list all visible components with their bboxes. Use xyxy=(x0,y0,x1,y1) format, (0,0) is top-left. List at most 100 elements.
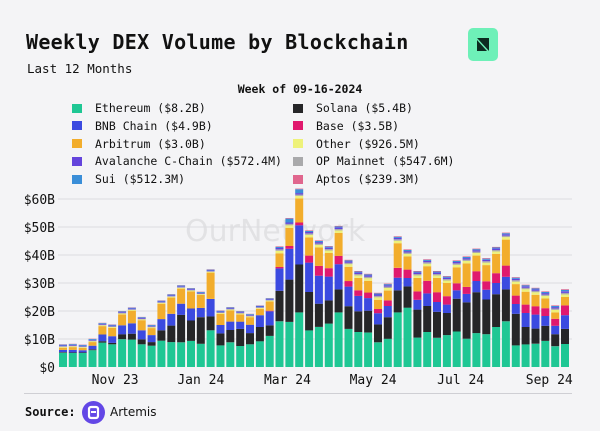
bar-segment-solana xyxy=(216,333,225,346)
bar-segment-ethereum xyxy=(531,343,540,367)
bar-segment-ethereum xyxy=(305,330,314,367)
bar-segment-other xyxy=(305,234,314,238)
bar-segment-avalanche-c-chain xyxy=(472,250,481,252)
bar-segment-arbitrum xyxy=(472,255,481,272)
bar-segment-solana xyxy=(413,309,422,338)
bar-segment-ethereum xyxy=(216,345,225,367)
bar-segment-ethereum xyxy=(541,341,550,367)
legend-label: Avalanche C-Chain ($572.4M) xyxy=(95,154,282,169)
bar-segment-aptos xyxy=(531,287,540,289)
bar-segment-solana xyxy=(383,317,392,339)
bar-segment-other xyxy=(324,250,333,253)
bar-segment-arbitrum xyxy=(206,272,215,299)
bar-segment-ethereum xyxy=(246,344,254,367)
bar-segment-solana xyxy=(482,299,491,335)
bar-segment-ethereum xyxy=(285,321,294,367)
bar-segment-solana xyxy=(374,324,382,343)
bar-segment-solana xyxy=(255,327,264,342)
bar-segment-aptos xyxy=(383,283,392,285)
bar-segment-aptos xyxy=(403,249,412,250)
bar-segment-sui xyxy=(187,288,195,290)
bar-segment-base xyxy=(324,268,333,277)
bar-segment-aptos xyxy=(511,277,520,278)
bar-segment-base xyxy=(314,265,323,276)
bar-segment-arbitrum xyxy=(541,298,550,309)
bar-segment-ethereum xyxy=(137,344,146,367)
bar-segment-op-mainnet xyxy=(226,309,235,310)
bar-segment-other xyxy=(531,292,540,295)
bar-segment-solana xyxy=(127,333,136,340)
bar-segment-ethereum xyxy=(98,342,107,367)
bar-segment-other xyxy=(255,307,264,309)
bar-segment-solana xyxy=(492,294,501,327)
bar-segment-solana xyxy=(334,289,343,313)
bar-segment-base xyxy=(364,292,373,299)
bar-segment-base xyxy=(354,290,363,296)
bar-segment-arbitrum xyxy=(452,267,461,284)
bar-segment-ethereum xyxy=(196,343,205,367)
bar-segment-other xyxy=(246,316,254,318)
bar-segment-bnb-chain xyxy=(452,290,461,299)
y-tick-label: $40B xyxy=(24,249,55,264)
bar-segment-op-mainnet xyxy=(551,308,560,310)
x-tick-label: Jul 24 xyxy=(437,373,484,388)
bar-segment-base xyxy=(511,295,520,304)
legend-item-solana: Solana ($5.4B) xyxy=(293,100,413,116)
legend-label: Sui ($512.3M) xyxy=(95,172,186,187)
bar-segment-bnb-chain xyxy=(246,324,254,334)
source-label: Source: xyxy=(25,405,76,419)
bar-segment-aptos xyxy=(314,240,323,241)
legend-item-other: Other ($926.5M) xyxy=(293,136,420,152)
bar-segment-other xyxy=(393,240,402,244)
bar-segment-solana xyxy=(344,306,353,329)
bar-segment-ethereum xyxy=(501,321,510,367)
legend-swatch xyxy=(72,103,82,113)
bar-segment-base xyxy=(482,281,491,290)
bar-segment-aptos xyxy=(433,271,441,272)
bar-segment-bnb-chain xyxy=(393,277,402,291)
bar-segment-ethereum xyxy=(206,330,215,367)
bar-segment-bnb-chain xyxy=(344,286,353,307)
bar-segment-op-mainnet xyxy=(482,261,491,263)
bar-segment-avalanche-c-chain xyxy=(88,339,97,341)
bar-segment-arbitrum xyxy=(285,227,294,246)
bar-segment-other xyxy=(137,319,146,321)
bar-segment-other xyxy=(501,237,510,240)
legend-item-sui: Sui ($512.3M) xyxy=(72,171,185,187)
bar-segment-avalanche-c-chain xyxy=(364,275,373,277)
bar-segment-base xyxy=(285,246,294,249)
x-tick-label: Mar 24 xyxy=(264,373,311,388)
bar-segment-bnb-chain xyxy=(521,313,530,327)
legend-label: Aptos ($239.3M) xyxy=(316,172,420,187)
bar-segment-base xyxy=(492,273,501,283)
bar-segment-solana xyxy=(68,352,77,353)
bar-segment-ethereum xyxy=(334,312,343,367)
bar-segment-sui xyxy=(137,317,146,318)
bar-segment-op-mainnet xyxy=(137,318,146,320)
bar-segment-base xyxy=(374,309,382,314)
bar-segment-aptos xyxy=(275,246,284,247)
legend-label: OP Mainnet ($547.6M) xyxy=(316,154,455,169)
bar-segment-avalanche-c-chain xyxy=(236,312,245,313)
bar-segment-sui xyxy=(482,258,491,260)
bar-segment-sui xyxy=(354,271,363,273)
bar-segment-sui xyxy=(314,241,323,243)
bar-segment-bnb-chain xyxy=(265,311,274,326)
bar-segment-solana xyxy=(206,316,215,331)
bar-segment-ethereum xyxy=(108,344,117,367)
bar-segment-bnb-chain xyxy=(88,345,97,350)
bar-segment-aptos xyxy=(551,305,560,306)
bar-segment-sui xyxy=(403,250,412,252)
bar-segment-other xyxy=(59,346,67,348)
bar-segment-bnb-chain xyxy=(531,314,540,329)
bar-segment-bnb-chain xyxy=(413,299,422,310)
bar-segment-other xyxy=(423,263,432,267)
bar-segment-arbitrum xyxy=(551,312,560,319)
bar-segment-sui xyxy=(433,271,441,273)
bar-segment-avalanche-c-chain xyxy=(383,285,392,287)
bar-segment-solana xyxy=(285,279,294,322)
bar-segment-bnb-chain xyxy=(196,307,205,318)
bar-segment-arbitrum xyxy=(118,314,127,326)
bar-segment-solana xyxy=(246,333,254,345)
bar-segment-arbitrum xyxy=(226,310,235,322)
